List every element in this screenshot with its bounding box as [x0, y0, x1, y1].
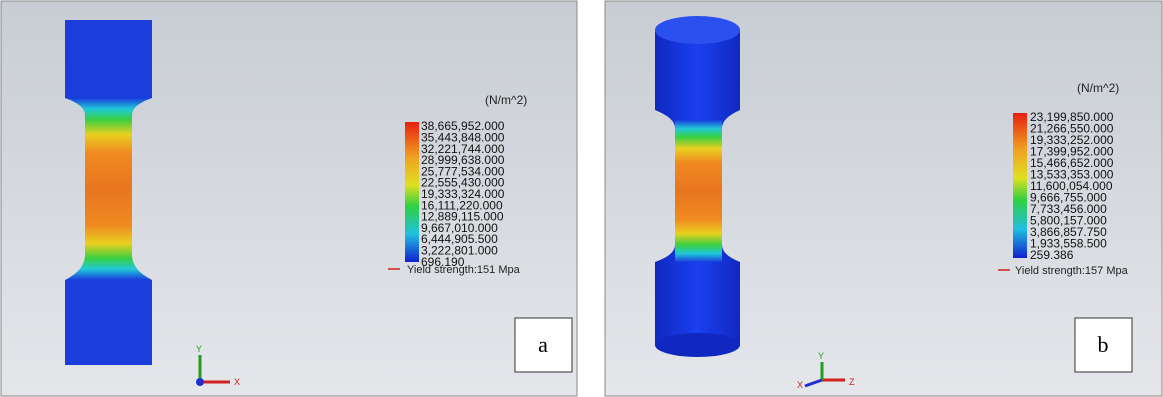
colorbar — [405, 122, 419, 262]
yield-strength: Yield strength:151 Mpa — [407, 264, 521, 276]
panel-label: b — [1098, 332, 1109, 357]
figure: (N/m^2)38,665,952.00035,443,848.00032,22… — [0, 0, 1163, 397]
body: (N/m^2)38,665,952.00035,443,848.00032,22… — [0, 0, 1163, 397]
colorbar — [1013, 113, 1027, 258]
axis-label: Y — [196, 344, 202, 354]
axis-label: X — [234, 377, 240, 387]
axis-label: Z — [849, 377, 855, 387]
legend-value: 259.386 — [1030, 248, 1074, 262]
cylinder-top — [655, 16, 740, 44]
grip-bottom — [65, 280, 152, 365]
unit-label: (N/m^2) — [1077, 81, 1119, 95]
unit-label: (N/m^2) — [485, 93, 527, 107]
panel-label: a — [538, 332, 548, 357]
cylinder-bottom — [655, 333, 740, 357]
axis-label: X — [797, 380, 803, 390]
page: {"panels": [ {"label": "a", "unit": "(N/… — [0, 0, 1163, 397]
yield-strength: Yield strength:157 Mpa — [1015, 265, 1129, 277]
axis-label: Y — [818, 351, 824, 361]
gauge — [675, 120, 722, 262]
grip-top — [65, 20, 152, 98]
